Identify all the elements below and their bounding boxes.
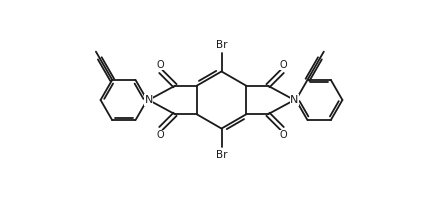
Text: O: O [280, 130, 287, 140]
Text: N: N [290, 95, 299, 105]
Text: O: O [156, 130, 163, 140]
Text: Br: Br [216, 40, 227, 50]
Text: O: O [156, 60, 163, 70]
Text: O: O [280, 60, 287, 70]
Text: N: N [144, 95, 153, 105]
Text: Br: Br [216, 150, 227, 160]
